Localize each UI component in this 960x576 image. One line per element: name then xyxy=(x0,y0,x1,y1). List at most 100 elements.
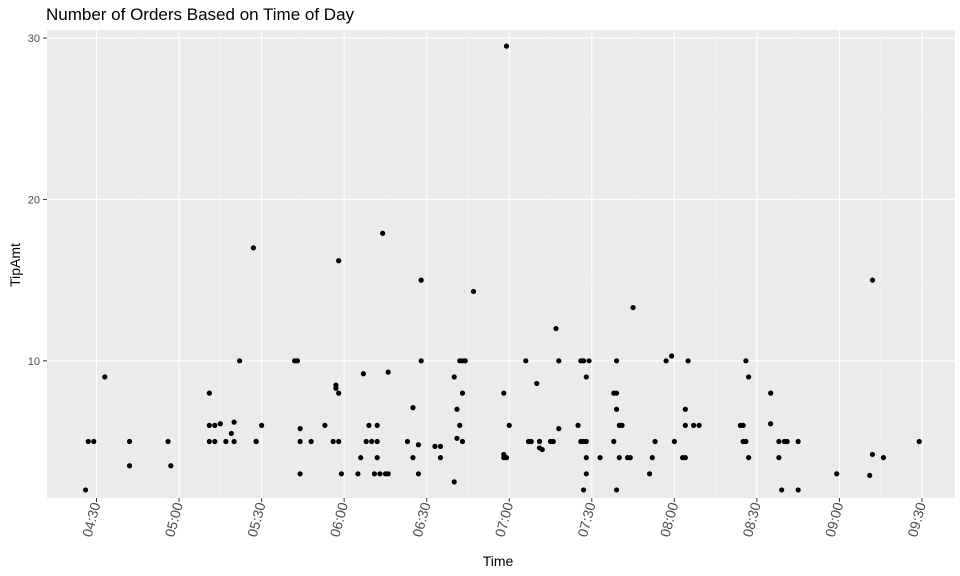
data-point xyxy=(385,471,391,477)
data-point xyxy=(294,358,300,364)
data-point xyxy=(206,438,212,445)
data-point xyxy=(322,422,328,428)
data-point xyxy=(784,438,790,445)
data-point xyxy=(374,438,380,445)
data-point xyxy=(415,471,422,477)
data-point xyxy=(231,438,237,445)
data-point xyxy=(371,471,378,477)
data-point xyxy=(212,422,218,428)
data-point xyxy=(501,390,507,396)
x-axis-title: Time xyxy=(483,553,514,569)
data-point xyxy=(470,288,477,295)
data-point xyxy=(619,422,625,428)
data-point xyxy=(691,422,697,428)
x-tick-label: 06:30 xyxy=(409,500,434,538)
data-point xyxy=(374,422,380,428)
y-tick-label: 30 xyxy=(28,33,40,45)
data-point xyxy=(746,374,752,380)
data-point xyxy=(630,304,636,311)
data-point xyxy=(627,455,633,461)
data-point xyxy=(206,422,212,428)
data-point xyxy=(415,442,422,448)
data-point xyxy=(454,406,460,412)
chart-title: Number of Orders Based on Time of Day xyxy=(46,5,355,24)
data-point xyxy=(575,422,581,428)
data-point xyxy=(523,358,529,364)
data-point xyxy=(377,471,383,477)
x-tick-label: 07:00 xyxy=(492,500,517,538)
data-point xyxy=(297,438,303,445)
x-tick-label: 06:00 xyxy=(327,500,352,538)
data-point xyxy=(457,422,463,428)
data-point xyxy=(795,438,801,445)
data-point xyxy=(616,455,622,461)
data-point xyxy=(556,358,562,364)
data-point xyxy=(668,353,675,359)
data-point xyxy=(506,422,512,428)
data-point xyxy=(776,438,782,445)
x-tick-label: 05:30 xyxy=(244,500,269,538)
data-point xyxy=(360,371,367,377)
data-point xyxy=(165,438,171,445)
data-point xyxy=(459,438,466,445)
x-tick-label: 08:00 xyxy=(657,500,682,538)
points-layer xyxy=(82,43,922,493)
data-point xyxy=(85,438,91,445)
data-point xyxy=(432,443,438,449)
data-point xyxy=(418,358,424,364)
grid-layer xyxy=(47,30,955,498)
y-axis: 10 20 30 xyxy=(28,33,47,368)
data-point xyxy=(743,358,749,364)
data-point xyxy=(768,390,774,396)
data-point xyxy=(776,455,782,461)
data-point xyxy=(355,471,361,477)
data-point xyxy=(613,358,620,364)
data-point xyxy=(550,438,556,445)
data-point xyxy=(212,438,218,445)
data-point xyxy=(223,438,229,445)
data-point xyxy=(580,358,587,364)
data-point xyxy=(696,422,702,428)
data-point xyxy=(451,479,457,485)
data-point xyxy=(126,463,133,469)
data-point xyxy=(366,422,372,428)
data-point xyxy=(795,487,801,493)
data-point xyxy=(259,422,265,428)
x-tick-label: 07:30 xyxy=(574,500,599,538)
data-point xyxy=(380,230,386,236)
data-point xyxy=(308,438,314,445)
data-point xyxy=(652,438,658,445)
data-point xyxy=(682,406,688,412)
data-point xyxy=(253,438,259,445)
data-point xyxy=(613,487,620,493)
data-point xyxy=(358,455,364,461)
data-point xyxy=(746,455,752,461)
data-point xyxy=(333,382,339,388)
data-point xyxy=(834,471,840,477)
data-point xyxy=(168,463,174,469)
data-point xyxy=(869,277,876,283)
x-tick-label: 05:00 xyxy=(161,500,186,538)
data-point xyxy=(536,438,543,445)
data-point xyxy=(503,455,510,461)
data-point xyxy=(583,374,589,380)
data-point xyxy=(126,438,133,445)
data-point xyxy=(374,455,380,461)
data-point xyxy=(459,390,466,396)
data-point xyxy=(867,472,873,479)
y-tick-label: 20 xyxy=(28,194,40,206)
data-point xyxy=(740,422,746,428)
data-point xyxy=(503,43,510,49)
data-point xyxy=(586,358,592,364)
data-point xyxy=(869,451,876,458)
data-point xyxy=(410,405,416,411)
data-point xyxy=(663,358,669,364)
data-point xyxy=(217,421,223,427)
data-point xyxy=(685,358,691,364)
x-axis: 04:30 05:00 05:30 06:00 06:30 07:00 07:30 08:00… xyxy=(79,498,929,539)
data-point xyxy=(91,438,97,445)
data-point xyxy=(297,426,303,432)
data-point xyxy=(583,455,589,461)
